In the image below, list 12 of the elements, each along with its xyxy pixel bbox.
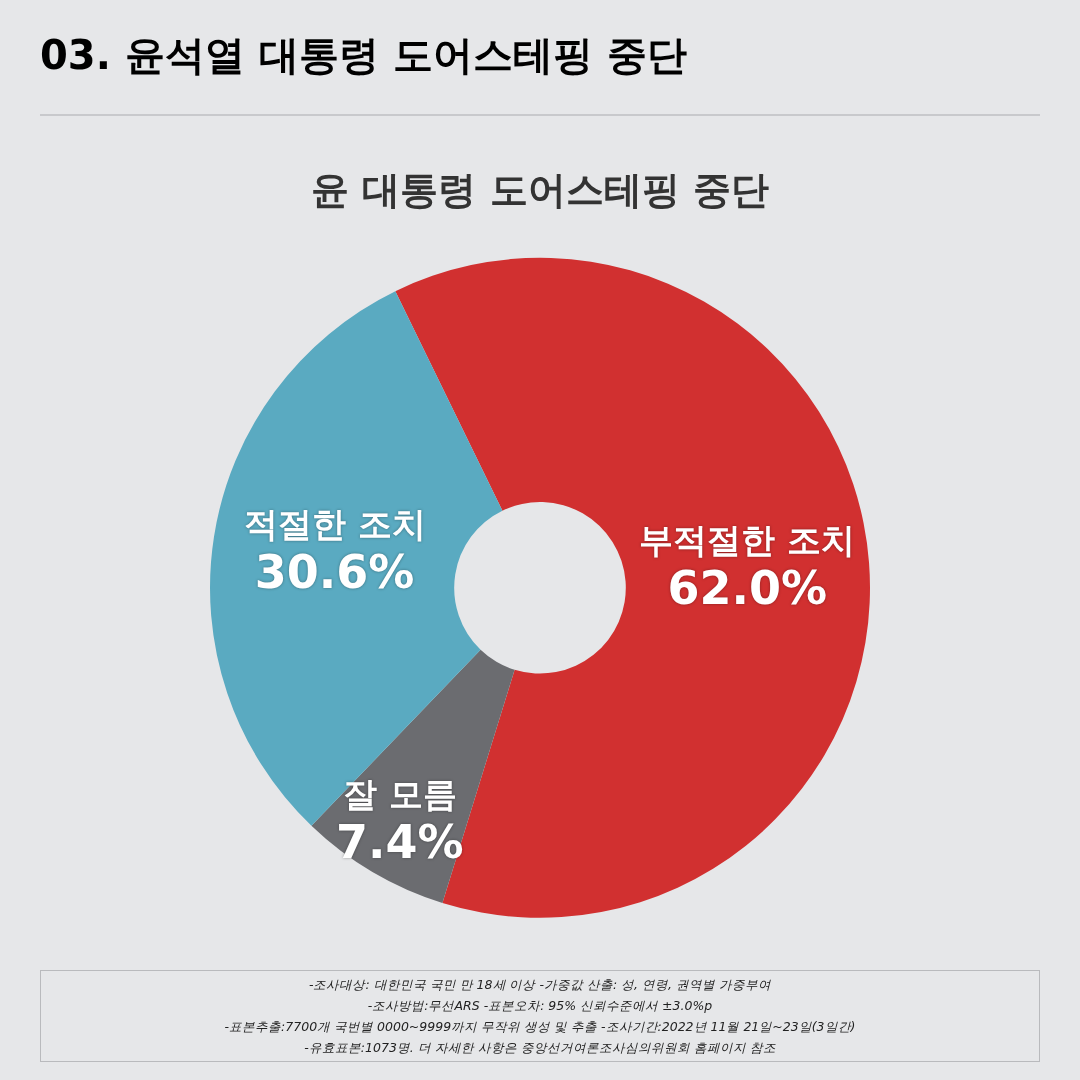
data-label: 30.6% (254, 544, 415, 599)
slice-label: 적절한 조치 (243, 503, 426, 544)
chart-subtitle: 윤 대통령 도어스테핑 중단 (311, 167, 769, 212)
text: -유효표본:1073명. 더 자세한 사항은 중앙선거여론조사심의위원회 홈페이지 참조 (303, 1039, 777, 1057)
slice-label: 부적절한 조치 (639, 519, 856, 560)
text: -조사방법:무선ARS -표본오차: 95% 신뢰수준에서 ±3.0%p (366, 997, 714, 1015)
chart-title: 03. 윤석열 대통령 도어스테핑 중단 (40, 31, 687, 80)
text: -조사대상: 대한민국 국민 만 18세 이상 -가중값 산출: 성, 연령, 권역별 가중부여 (308, 976, 772, 994)
text: -표본추출:7700개 국번별 0000~9999까지 무작위 생성 및 추출 -조사기간:2022년 11월 21일~23일(3일간) (223, 1018, 857, 1036)
data-label: 62.0% (667, 560, 828, 615)
data-label: 7.4% (335, 814, 464, 869)
slice-label: 잘 모름 (342, 773, 457, 814)
